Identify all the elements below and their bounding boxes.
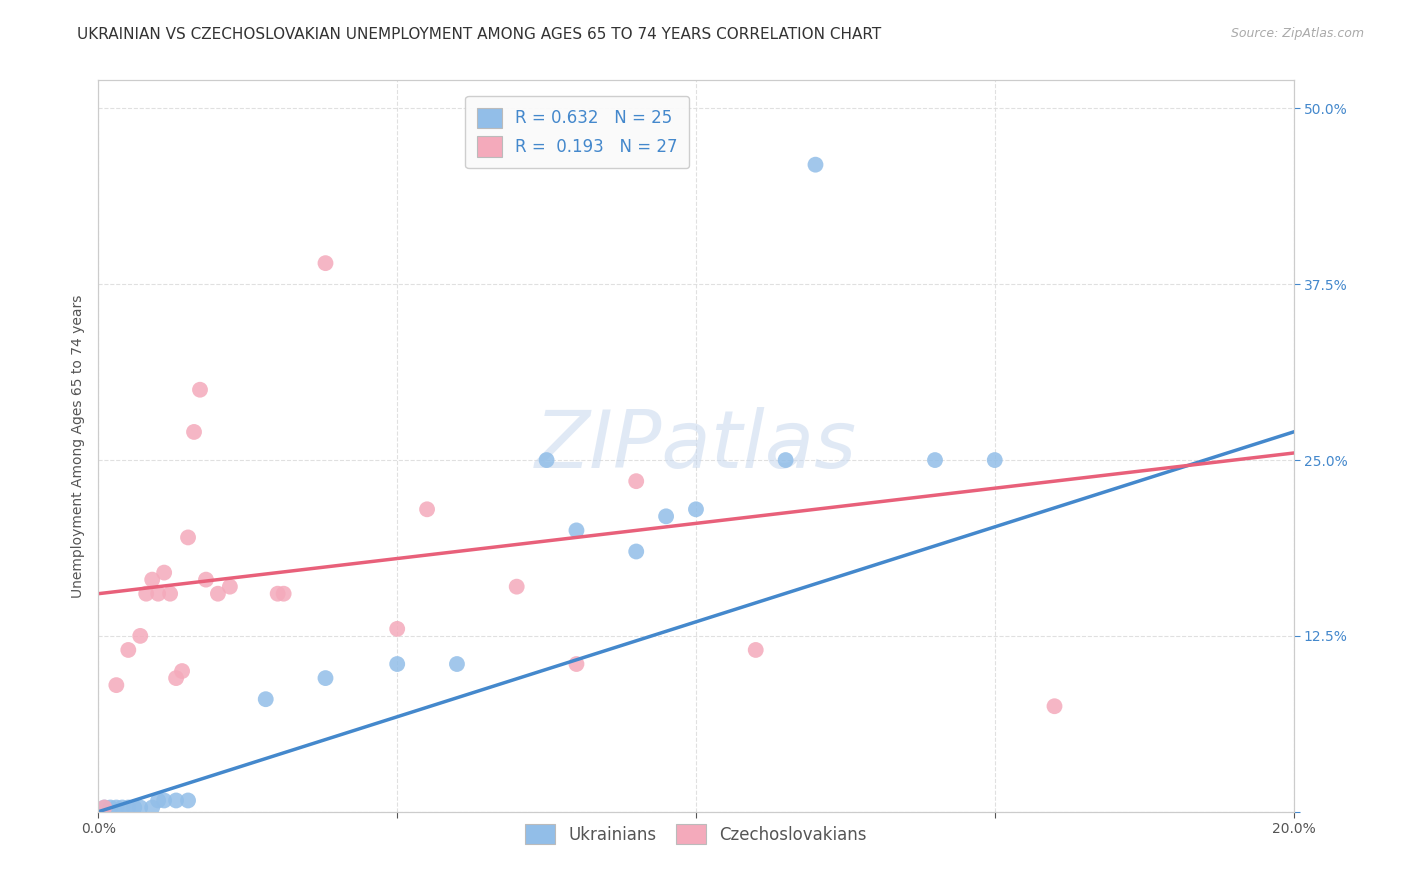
Point bbox=[153, 566, 176, 580]
Point bbox=[626, 544, 648, 558]
Point bbox=[98, 800, 122, 814]
Point bbox=[111, 800, 134, 814]
Point bbox=[506, 580, 529, 594]
Point bbox=[315, 671, 337, 685]
Point bbox=[207, 587, 229, 601]
Point bbox=[254, 692, 277, 706]
Point bbox=[446, 657, 468, 671]
Text: ZIPatlas: ZIPatlas bbox=[534, 407, 858, 485]
Point bbox=[315, 256, 337, 270]
Point bbox=[153, 793, 176, 807]
Point bbox=[177, 793, 200, 807]
Point bbox=[105, 800, 128, 814]
Text: Source: ZipAtlas.com: Source: ZipAtlas.com bbox=[1230, 27, 1364, 40]
Point bbox=[655, 509, 678, 524]
Text: UKRAINIAN VS CZECHOSLOVAKIAN UNEMPLOYMENT AMONG AGES 65 TO 74 YEARS CORRELATION : UKRAINIAN VS CZECHOSLOVAKIAN UNEMPLOYMEN… bbox=[77, 27, 882, 42]
Point bbox=[141, 573, 163, 587]
Point bbox=[273, 587, 295, 601]
Point bbox=[984, 453, 1007, 467]
Point bbox=[195, 573, 218, 587]
Point bbox=[416, 502, 439, 516]
Y-axis label: Unemployment Among Ages 65 to 74 years: Unemployment Among Ages 65 to 74 years bbox=[72, 294, 86, 598]
Point bbox=[159, 587, 181, 601]
Point bbox=[141, 800, 163, 814]
Point bbox=[165, 793, 187, 807]
Point bbox=[129, 629, 152, 643]
Legend: Ukrainians, Czechoslovakians: Ukrainians, Czechoslovakians bbox=[519, 817, 873, 851]
Point bbox=[148, 587, 170, 601]
Point bbox=[385, 622, 409, 636]
Point bbox=[565, 524, 588, 538]
Point bbox=[267, 587, 290, 601]
Point bbox=[117, 643, 139, 657]
Point bbox=[745, 643, 768, 657]
Point bbox=[183, 425, 205, 439]
Point bbox=[124, 800, 146, 814]
Point bbox=[105, 678, 128, 692]
Point bbox=[385, 657, 409, 671]
Point bbox=[685, 502, 707, 516]
Point bbox=[93, 800, 115, 814]
Point bbox=[117, 800, 139, 814]
Point bbox=[626, 474, 648, 488]
Point bbox=[129, 800, 152, 814]
Point bbox=[93, 800, 115, 814]
Point bbox=[188, 383, 211, 397]
Point bbox=[165, 671, 187, 685]
Point bbox=[775, 453, 797, 467]
Point bbox=[565, 657, 588, 671]
Point bbox=[172, 664, 194, 678]
Point bbox=[148, 793, 170, 807]
Point bbox=[924, 453, 946, 467]
Point bbox=[219, 580, 242, 594]
Point bbox=[804, 158, 827, 172]
Point bbox=[536, 453, 558, 467]
Point bbox=[177, 530, 200, 544]
Point bbox=[1043, 699, 1066, 714]
Point bbox=[135, 587, 157, 601]
